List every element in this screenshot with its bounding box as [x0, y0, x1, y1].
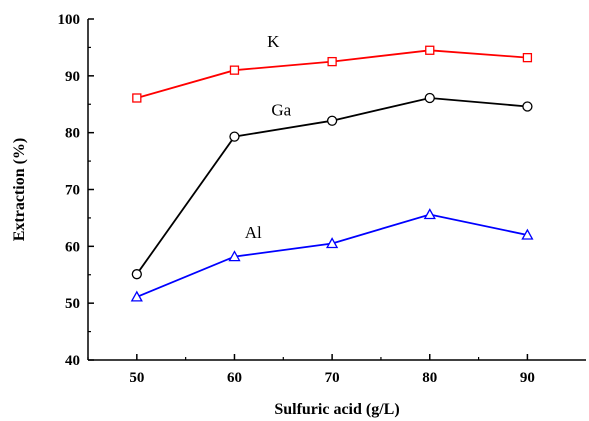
x-tick-label: 90	[520, 370, 535, 386]
data-point-al	[521, 228, 534, 240]
y-tick-label: 40	[65, 353, 80, 369]
series-layer	[130, 45, 534, 302]
data-point-ga	[131, 269, 142, 280]
y-tick-label: 80	[65, 126, 80, 142]
x-tick-label: 50	[129, 370, 144, 386]
x-tick-label: 60	[227, 370, 242, 386]
series-line-al	[136, 213, 528, 298]
y-tick-label: 50	[65, 296, 80, 312]
data-point-al	[228, 250, 241, 262]
x-axis-title: Sulfuric acid (g/L)	[274, 401, 399, 418]
data-point-k	[229, 65, 240, 75]
y-axis-title: Extraction (%)	[11, 138, 28, 242]
y-tick-label: 60	[65, 239, 80, 255]
data-point-k	[327, 56, 337, 67]
data-point-k	[522, 52, 533, 63]
axes	[87, 19, 586, 361]
series-label-al: Al	[245, 223, 262, 242]
y-tick-label: 100	[58, 12, 81, 28]
y-tick-label: 90	[65, 69, 80, 85]
data-point-al	[423, 208, 436, 220]
data-point-ga	[326, 115, 338, 126]
series-label-k: K	[267, 32, 280, 51]
labels-layer: K Ga Al	[245, 32, 292, 242]
data-point-k	[132, 93, 142, 103]
data-point-al	[130, 290, 143, 302]
axis-ticks: 50 60 70 80 90 40 50 60 70 80 90 100	[58, 12, 535, 386]
data-point-ga	[424, 92, 435, 104]
data-point-k	[425, 45, 435, 55]
x-tick-label: 70	[325, 370, 340, 386]
x-tick-label: 80	[422, 370, 437, 386]
data-point-ga	[522, 101, 533, 112]
data-point-ga	[229, 131, 240, 142]
y-tick-label: 70	[65, 183, 80, 199]
series-label-ga: Ga	[271, 101, 291, 120]
data-point-al	[325, 237, 339, 249]
